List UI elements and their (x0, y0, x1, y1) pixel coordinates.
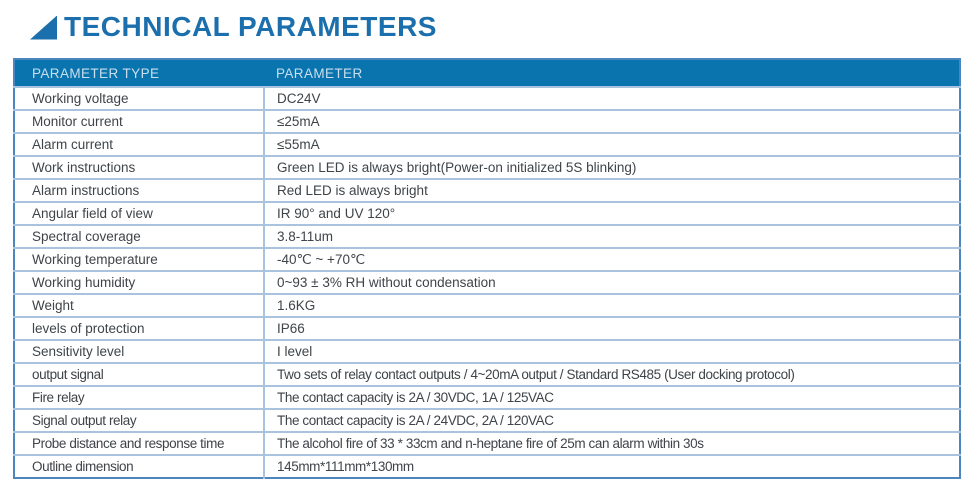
parameter-type-cell: Fire relay (14, 385, 265, 409)
parameter-type-cell: Working voltage (14, 86, 265, 110)
section-header: TECHNICAL PARAMETERS (0, 0, 975, 42)
parameter-value-cell: 3.8-11um (264, 224, 960, 248)
table-row: Working voltage DC24V (14, 86, 960, 110)
table-row: Monitor current ≤25mA (14, 109, 960, 133)
table-row: Probe distance and response time The alco… (14, 431, 960, 455)
table-row: Outline dimension 145mm*111mm*130mm (14, 454, 960, 478)
parameter-value-cell: -40℃ ~ +70℃ (264, 247, 960, 271)
table-row: Spectral coverage 3.8-11um (14, 224, 960, 248)
parameter-value-cell: Two sets of relay contact outputs / 4~20… (264, 362, 960, 386)
parameter-value-cell: 145mm*111mm*130mm (264, 454, 960, 478)
parameter-value-cell: The contact capacity is 2A / 24VDC, 2A /… (264, 408, 960, 432)
table-row: Signal output relay The contact capacity … (14, 408, 960, 432)
parameter-value-cell: ≤25mA (264, 109, 960, 133)
column-header-parameter-type: PARAMETER TYPE (14, 59, 264, 87)
parameter-type-cell: Sensitivity level (14, 339, 265, 363)
parameter-value-cell: I level (264, 339, 960, 363)
table-header-row: PARAMETER TYPE PARAMETER (14, 59, 960, 87)
table-row: levels of protection IP66 (14, 316, 960, 340)
table-body: Working voltage DC24V Monitor current ≤25mA… (14, 86, 960, 478)
parameter-type-cell: Working temperature (14, 247, 265, 271)
table-row: Angular field of view IR 90° and UV 120° (14, 201, 960, 225)
parameter-value-cell: Green LED is always bright(Power-on init… (264, 155, 960, 179)
parameter-type-cell: Probe distance and response time (14, 431, 265, 455)
parameter-type-cell: levels of protection (14, 316, 265, 340)
table-row: Working temperature -40℃ ~ +70℃ (14, 247, 960, 271)
parameter-type-cell: Working humidity (14, 270, 265, 294)
parameter-type-cell: Angular field of view (14, 201, 265, 225)
parameter-value-cell: DC24V (264, 86, 960, 110)
parameter-value-cell: IR 90° and UV 120° (264, 201, 960, 225)
table-row: Fire relay The contact capacity is 2A / 3… (14, 385, 960, 409)
parameter-type-cell: Alarm instructions (14, 178, 265, 202)
table-row: Weight 1.6KG (14, 293, 960, 317)
table-row: Working humidity 0~93 ± 3% RH without con… (14, 270, 960, 294)
table-row: Alarm instructions Red LED is always brig… (14, 178, 960, 202)
parameter-type-cell: Monitor current (14, 109, 265, 133)
parameter-type-cell: Spectral coverage (14, 224, 265, 248)
parameter-value-cell: The alcohol fire of 33 * 33cm and n-hept… (264, 431, 960, 455)
parameter-value-cell: 1.6KG (264, 293, 960, 317)
column-header-parameter: PARAMETER (264, 59, 960, 87)
parameter-value-cell: Red LED is always bright (264, 178, 960, 202)
table-row: Sensitivity level I level (14, 339, 960, 363)
table-row: output signal Two sets of relay contact o… (14, 362, 960, 386)
parameter-value-cell: IP66 (264, 316, 960, 340)
parameters-table: PARAMETER TYPE PARAMETER Working voltage… (13, 58, 961, 479)
parameter-value-cell: ≤55mA (264, 132, 960, 156)
parameter-type-cell: Work instructions (14, 155, 265, 179)
parameter-type-cell: Outline dimension (14, 454, 265, 478)
parameter-type-cell: Alarm current (14, 132, 265, 156)
table-row: Alarm current ≤55mA (14, 132, 960, 156)
parameter-value-cell: The contact capacity is 2A / 30VDC, 1A /… (264, 385, 960, 409)
parameter-type-cell: Weight (14, 293, 265, 317)
table-row: Work instructions Green LED is always bri… (14, 155, 960, 179)
page-title: TECHNICAL PARAMETERS (64, 10, 437, 42)
parameter-type-cell: output signal (14, 362, 265, 386)
parameter-type-cell: Signal output relay (14, 408, 265, 432)
parameter-value-cell: 0~93 ± 3% RH without condensation (264, 270, 960, 294)
triangle-icon (30, 15, 57, 40)
